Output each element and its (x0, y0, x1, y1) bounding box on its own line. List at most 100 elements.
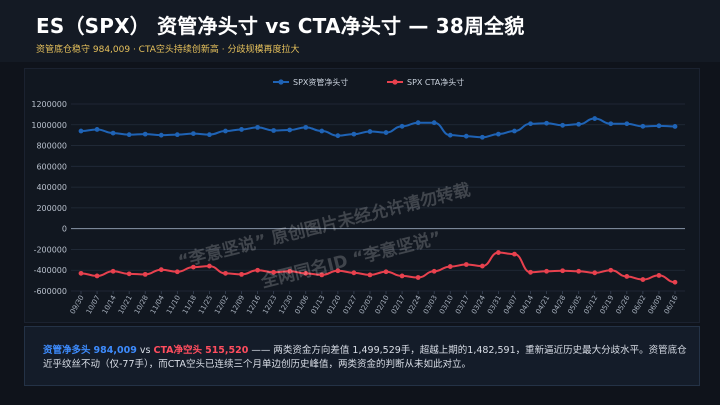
data-point (608, 267, 614, 273)
data-point (383, 130, 389, 135)
x-tick-label: 03/31 (486, 294, 503, 315)
x-tick-label: 10/28 (133, 294, 150, 315)
data-point (223, 128, 228, 134)
data-point (431, 268, 437, 274)
header: ES（SPX） 资管净头寸 vs CTA净头寸 — 38周全貌 资管底仓稳守 9… (0, 0, 720, 62)
data-point (207, 132, 212, 138)
data-point (351, 131, 357, 137)
data-point (158, 267, 164, 273)
x-tick-label: 06/09 (647, 294, 664, 315)
x-tick-label: 02/03 (358, 294, 375, 315)
data-point (496, 250, 501, 255)
x-tick-label: 11/18 (181, 294, 198, 315)
data-point (367, 129, 373, 134)
data-point (110, 268, 116, 274)
chart-panel: 1200000 1000000 800000 600000 400000 200000 0 -… (24, 68, 700, 323)
data-point (576, 121, 582, 127)
summary-body: —— 两类资金方向差值 1,499,529手，超越上期的1,482,591，重新… (43, 345, 687, 370)
data-point (560, 268, 566, 274)
x-tick-label: 05/19 (598, 294, 615, 315)
data-point (190, 131, 196, 137)
summary-text: 资管净多头 984,009 vs CTA净空头 515,520 —— 两类资金方… (43, 344, 693, 372)
x-tick-label: 03/24 (470, 294, 487, 316)
x-tick-label: 10/14 (101, 294, 118, 316)
series-line-0 (80, 117, 676, 139)
data-point (640, 123, 646, 129)
data-point (415, 275, 421, 280)
data-point (528, 269, 533, 275)
page-subtitle: 资管底仓稳守 984,009 · CTA空头持续创新高 · 分歧规模再度拉大 (36, 45, 300, 55)
summary-box: 资管净多头 984,009 vs CTA净空头 515,520 —— 两类资金方… (24, 326, 700, 386)
data-point (463, 133, 469, 139)
x-tick-label: 12/30 (277, 294, 294, 315)
data-point (271, 128, 277, 133)
data-point (592, 270, 598, 276)
data-point (158, 132, 164, 138)
am-label: 资管净多头 (43, 345, 91, 356)
line-chart: 1200000 1000000 800000 600000 400000 200000 0 -… (31, 77, 685, 316)
data-point (592, 116, 598, 121)
data-point (399, 123, 405, 129)
data-point (672, 124, 678, 129)
y-tick-label: 200000 (36, 204, 67, 213)
legend-swatch-dot (392, 79, 398, 85)
x-tick-label: 05/05 (566, 294, 583, 315)
data-point (335, 133, 341, 139)
x-tick-label: 03/03 (422, 294, 439, 315)
data-point (239, 271, 244, 277)
x-tick-label: 03/10 (438, 294, 455, 315)
data-point (656, 273, 662, 278)
x-tick-label: 09/30 (69, 294, 86, 315)
data-point (94, 127, 100, 132)
y-tick-label: 800000 (36, 142, 67, 151)
data-point (287, 268, 293, 274)
x-tick-label: 04/14 (518, 294, 535, 316)
cta-label: CTA净空头 (153, 345, 203, 356)
data-point (640, 277, 646, 282)
data-point (367, 272, 373, 278)
data-point (255, 124, 260, 130)
data-point (415, 120, 421, 126)
data-point (207, 263, 212, 269)
data-point (496, 131, 501, 137)
y-tick-label: -400000 (34, 266, 67, 275)
legend-swatch-dot (278, 79, 284, 85)
data-point (576, 268, 582, 274)
data-point (479, 134, 485, 140)
data-point (399, 273, 405, 279)
data-point (656, 123, 662, 129)
x-tick-label: 01/13 (310, 294, 327, 315)
x-tick-label: 02/10 (374, 294, 391, 315)
page-title: ES（SPX） 资管净头寸 vs CTA净头寸 — 38周全貌 (36, 14, 525, 38)
cta-value: 515,520 (205, 345, 249, 356)
data-point (303, 270, 309, 276)
x-tick-label: 01/20 (326, 294, 343, 315)
y-tick-label: 1000000 (31, 121, 67, 130)
data-point (239, 127, 244, 132)
data-point (287, 127, 293, 133)
data-point (223, 270, 228, 276)
data-point (319, 272, 325, 278)
y-tick-label: 1200000 (31, 100, 67, 109)
data-point (447, 264, 453, 269)
data-point (383, 269, 389, 275)
x-tick-label: 11/25 (197, 294, 214, 315)
x-tick-label: 05/26 (615, 294, 632, 316)
data-point (319, 128, 325, 134)
x-tick-label: 11/04 (149, 294, 166, 316)
x-tick-label: 05/12 (582, 294, 599, 315)
vs-text: vs (139, 345, 151, 356)
series-line-1 (80, 251, 676, 284)
data-point (78, 270, 84, 276)
x-tick-label: 04/28 (550, 294, 567, 315)
legend-label: SPX资管净头寸 (293, 77, 348, 87)
data-point (142, 271, 148, 277)
data-point (94, 273, 100, 279)
y-tick-label: 600000 (36, 162, 67, 171)
data-point (624, 274, 630, 279)
x-tick-label: 12/16 (245, 294, 262, 316)
data-point (174, 132, 180, 138)
legend-label: SPX CTA净头寸 (407, 77, 464, 87)
data-point (190, 264, 196, 270)
x-tick-label: 01/27 (342, 294, 359, 315)
